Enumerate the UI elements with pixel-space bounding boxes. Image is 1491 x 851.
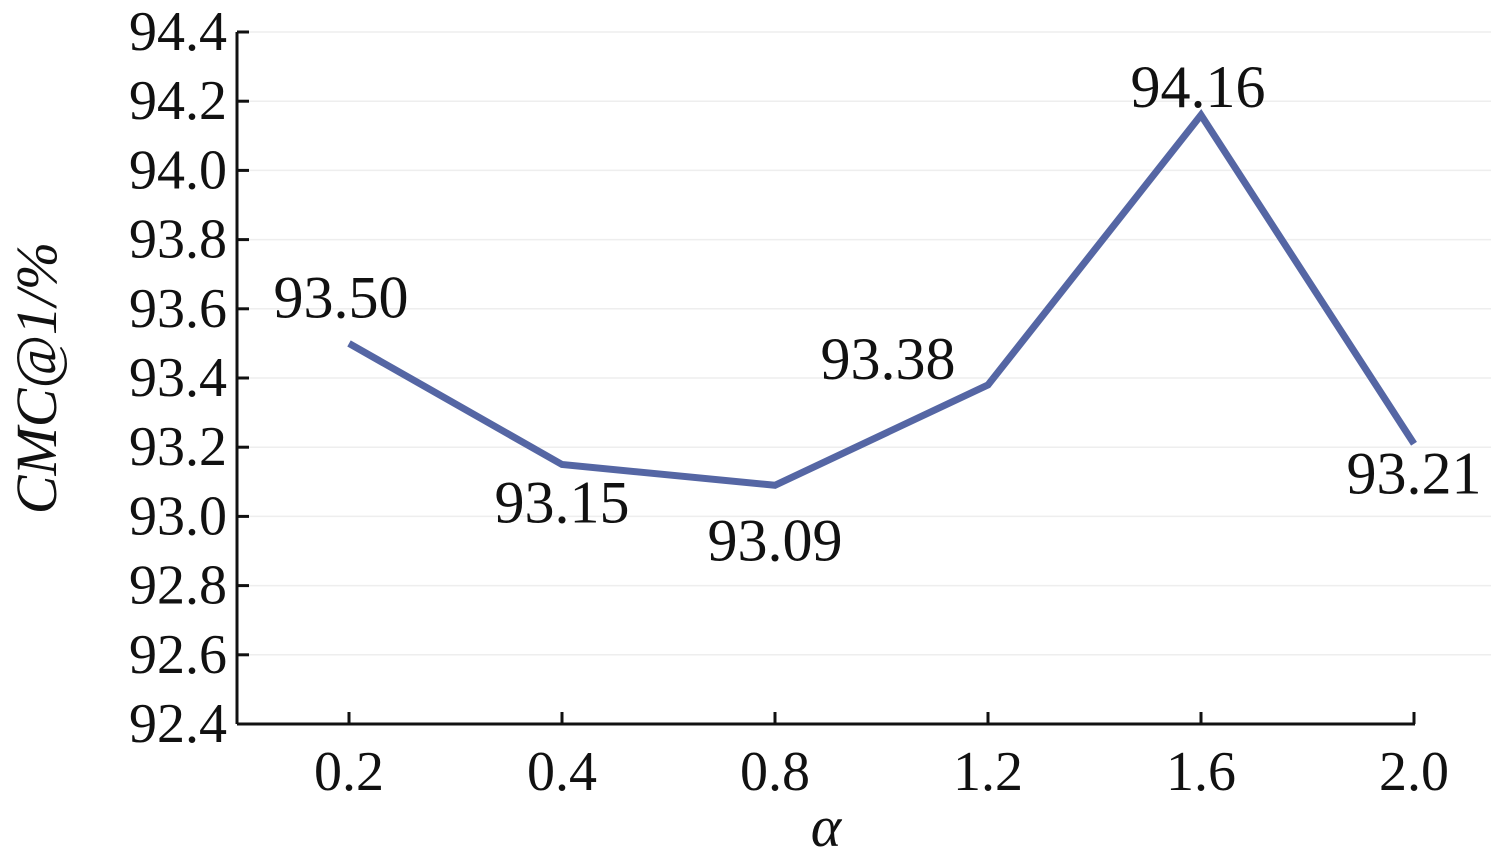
x-tick-label: 0.8: [740, 741, 810, 803]
data-label: 93.50: [274, 264, 409, 330]
y-tick-label: 94.2: [129, 70, 227, 132]
y-tick-label: 93.4: [129, 347, 227, 409]
y-axis-title: CMC@1/%: [4, 242, 69, 514]
x-tick-layer: 0.2 0.4 0.8 1.2 1.6 2.0: [314, 712, 1449, 803]
x-tick-label: 1.2: [953, 741, 1023, 803]
x-tick-label: 0.2: [314, 741, 384, 803]
y-tick-label: 94.4: [129, 1, 227, 63]
grid-layer: [237, 31, 1491, 656]
series-layer: [347, 109, 1417, 489]
data-label-layer: 93.50 93.15 93.09 93.38 94.16 93.21: [274, 54, 1482, 573]
y-tick-label: 92.6: [129, 624, 227, 686]
y-tick-label: 93.2: [129, 416, 227, 478]
data-label: 93.09: [708, 507, 843, 573]
x-axis-title: α: [811, 794, 843, 851]
x-tick-label: 2.0: [1379, 741, 1449, 803]
x-tick-label: 1.6: [1166, 741, 1236, 803]
y-tick-label: 93.6: [129, 278, 227, 340]
y-tick-layer: 92.4 92.6 92.8 93.0 93.2 93.4 93.6 93.8 94.0 94.2…: [129, 1, 249, 755]
y-tick-label: 92.4: [129, 693, 227, 755]
data-label: 93.15: [495, 470, 630, 536]
y-tick-label: 93.8: [129, 209, 227, 271]
y-tick-label: 93.0: [129, 485, 227, 547]
series-line: [347, 109, 1417, 489]
data-label: 94.16: [1131, 54, 1266, 120]
y-tick-label: 92.8: [129, 555, 227, 617]
x-tick-label: 0.4: [527, 741, 597, 803]
data-label: 93.38: [821, 326, 956, 392]
data-label: 93.21: [1347, 441, 1482, 507]
y-tick-label: 94.0: [129, 139, 227, 201]
